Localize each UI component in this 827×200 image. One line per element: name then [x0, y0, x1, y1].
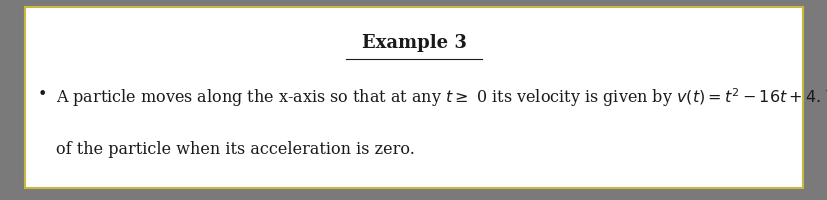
- Text: Example 3: Example 3: [361, 34, 466, 52]
- FancyBboxPatch shape: [25, 8, 802, 188]
- Text: of the particle when its acceleration is zero.: of the particle when its acceleration is…: [56, 140, 414, 157]
- Text: A particle moves along the x-axis so that at any $t \geq$ 0 its velocity is give: A particle moves along the x-axis so tha…: [56, 86, 827, 109]
- Text: •: •: [37, 86, 46, 103]
